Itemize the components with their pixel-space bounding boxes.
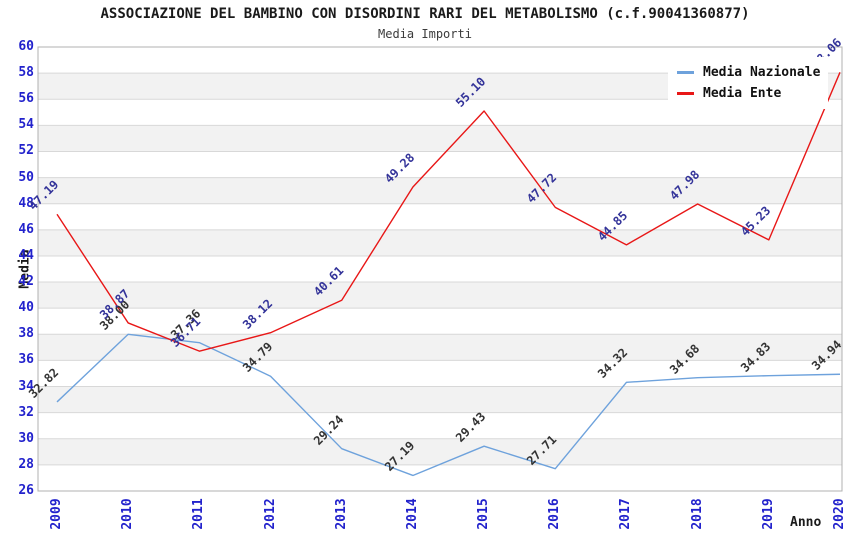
legend: Media Nazionale Media Ente	[668, 57, 829, 109]
legend-label-media-nazionale: Media Nazionale	[703, 65, 821, 80]
grid-band	[38, 334, 842, 361]
x-axis-title: Anno	[790, 515, 822, 530]
grid-band	[38, 464, 842, 491]
legend-item-media-nazionale: Media Nazionale	[677, 62, 820, 83]
grid-band	[38, 438, 842, 465]
grid-band	[38, 203, 842, 230]
plot-border	[37, 46, 843, 492]
chart-subtitle: Media Importi	[378, 27, 472, 41]
grid-band	[38, 412, 842, 439]
legend-item-media-ente: Media Ente	[677, 83, 820, 104]
legend-label-media-ente: Media Ente	[703, 86, 782, 101]
chart-title: ASSOCIAZIONE DEL BAMBINO CON DISORDINI R…	[100, 6, 750, 22]
media-nazionale-line	[56, 333, 841, 477]
media-ente-swatch-icon	[677, 92, 694, 95]
grid-band	[38, 229, 842, 256]
media-nazionale-swatch-icon	[677, 71, 694, 74]
grid-band	[38, 125, 842, 152]
media-ente-line	[56, 72, 841, 352]
grid-band	[38, 177, 842, 204]
grid-band	[38, 151, 842, 178]
grid-band	[38, 360, 842, 387]
grid-band	[38, 255, 842, 283]
grid-band	[38, 386, 842, 413]
grid-band	[38, 282, 842, 309]
grid-band	[38, 308, 842, 335]
